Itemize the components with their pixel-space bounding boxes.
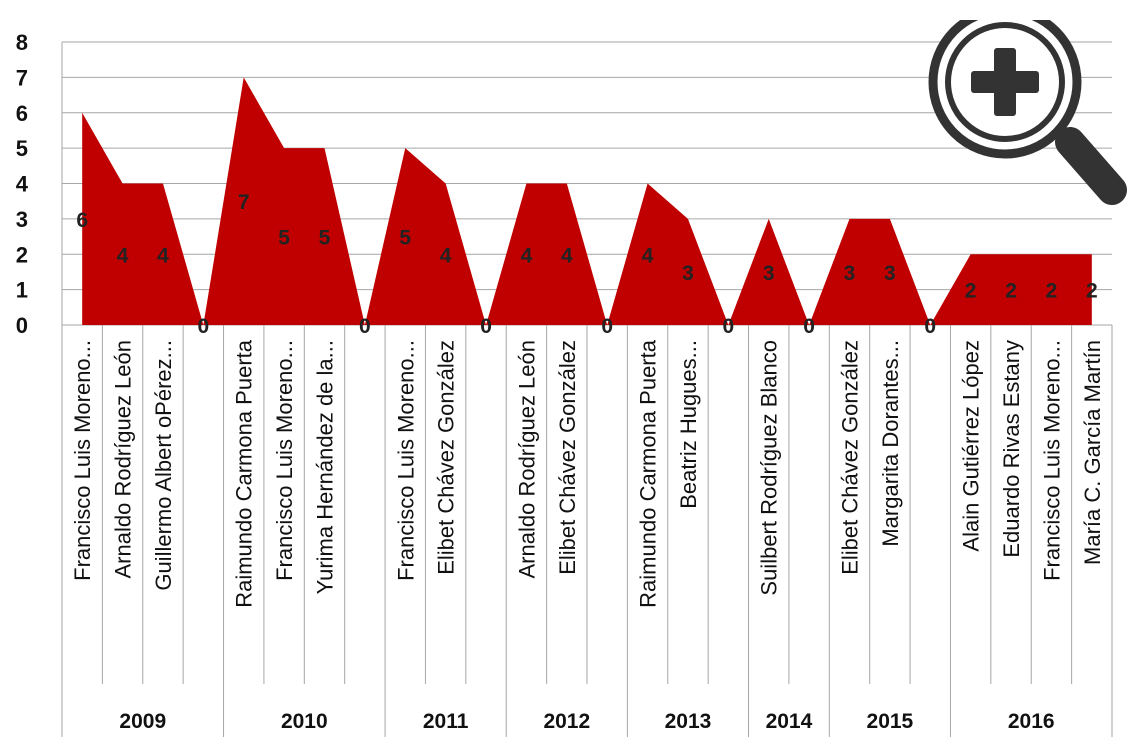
category-label: María C. García Martín [1080,340,1105,565]
y-tick-label: 1 [16,278,28,303]
data-label: 7 [238,191,250,214]
year-label: 2013 [665,710,712,733]
data-label: 4 [157,244,169,267]
year-label: 2010 [281,710,328,733]
y-tick-label: 3 [16,207,28,232]
category-label: Francisco Luis Moreno... [272,340,297,581]
year-label: 2015 [867,710,914,733]
data-label: 2 [1086,280,1098,303]
category-label: Arnaldo Rodríguez León [111,340,136,579]
data-label: 4 [521,244,533,267]
data-label: 4 [561,244,573,267]
series-area [82,77,1092,325]
data-label: 0 [359,315,371,338]
year-labels: 2009 2010 2011 2012 2013 2014 2015 2016 [119,710,1054,733]
data-label: 0 [723,315,735,338]
y-tick-label: 2 [16,242,28,267]
category-label: Yurima Hernández de la... [313,340,338,594]
data-label: 0 [198,315,210,338]
year-label: 2016 [1008,710,1055,733]
magnifier-plus-icon [928,5,1127,205]
data-label: 0 [924,315,936,338]
category-label: Beatriz Hugues... [676,340,701,509]
data-label: 5 [399,227,411,250]
category-label: Elibet Chávez González [434,340,459,575]
category-label: Guillermo Albert oPérez... [151,340,176,591]
category-label: Raimundo Carmona Puerta [636,339,661,608]
y-tick-label: 4 [16,172,29,197]
category-label: Francisco Luis Moreno... [1039,340,1064,581]
data-label: 0 [601,315,613,338]
data-label: 4 [440,244,452,267]
data-label: 4 [642,244,654,267]
data-label: 4 [117,244,129,267]
y-tick-label: 8 [16,30,28,55]
category-label: Margarita Dorantes... [878,340,903,547]
category-label: Francisco Luis Moreno... [70,340,95,581]
data-label: 2 [1005,280,1017,303]
data-label: 6 [76,209,88,232]
category-label: Elibet Chávez González [838,340,863,575]
year-label: 2014 [766,710,813,733]
data-label: 3 [682,262,694,285]
category-separators [101,325,1113,737]
data-label: 0 [803,315,815,338]
data-label: 2 [965,280,977,303]
year-label: 2009 [119,710,166,733]
data-label: 3 [844,262,856,285]
y-tick-label: 6 [16,101,28,126]
data-label: 3 [884,262,896,285]
category-label: Arnaldo Rodríguez León [514,340,539,579]
category-labels: Francisco Luis Moreno... Arnaldo Rodrígue… [70,339,1105,608]
category-label: Eduardo Rivas Estany [999,340,1024,558]
year-label: 2012 [543,710,590,733]
category-label: Suilbert Rodríguez Blanco [757,340,782,596]
data-label: 5 [278,227,290,250]
year-label: 2011 [423,710,469,733]
zoom-in-button[interactable] [922,5,1132,220]
y-tick-label: 7 [16,65,28,90]
data-label: 0 [480,315,492,338]
data-label: 2 [1046,280,1058,303]
y-axis-ticks: 0 1 2 3 4 5 6 7 8 [16,30,29,338]
data-label: 3 [763,262,775,285]
y-tick-label: 0 [16,313,28,338]
data-label: 5 [319,227,331,250]
category-label: Francisco Luis Moreno... [393,340,418,581]
y-tick-label: 5 [16,136,28,161]
category-label: Raimundo Carmona Puerta [232,339,257,608]
data-labels: 6 4 4 0 7 5 5 0 5 4 0 4 4 0 4 3 0 3 0 3 3 0 2 2 2 2 [76,191,1097,338]
category-label: Elibet Chávez González [555,340,580,575]
category-label: Alain Gutiérrez López [959,340,984,552]
